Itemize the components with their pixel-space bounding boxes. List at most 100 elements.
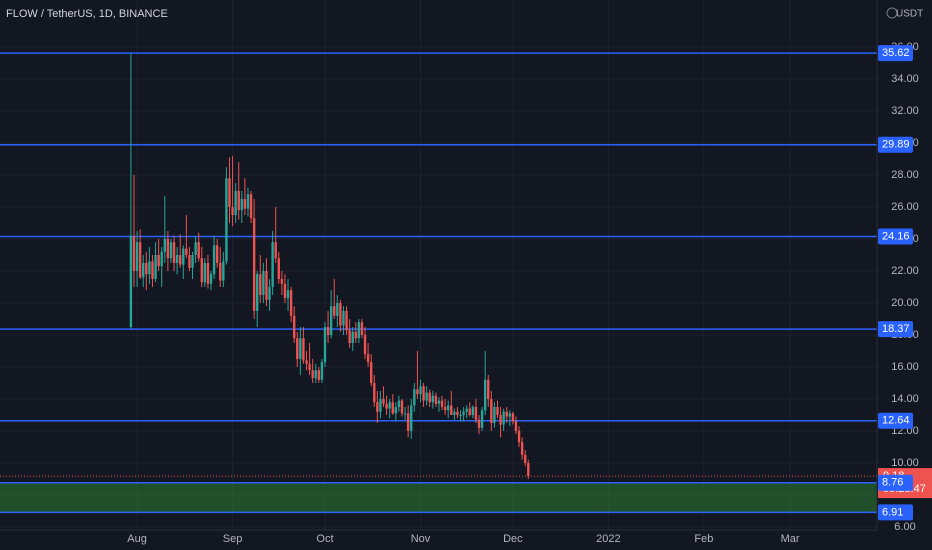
candle-body [477,419,481,428]
candle-body [496,406,499,415]
x-tick-label: Mar [781,533,800,545]
candle-body [397,400,401,407]
candle-body [212,245,216,275]
candle-body [480,410,484,428]
candle-body [305,360,308,364]
y-tick-label: 26.00 [891,201,919,213]
x-tick-label: 2022 [596,533,620,545]
candle-body [376,402,379,412]
candle-body [348,330,351,343]
candle-body [240,199,244,211]
candle-body [169,242,173,259]
level-label-box [878,412,913,429]
candle-body [228,178,231,208]
y-tick-label: 34.00 [891,73,919,85]
candle-body [326,326,330,335]
candle-body [160,251,163,267]
candle-body [385,403,388,409]
candle-body [132,235,136,271]
plot [0,52,877,514]
candle-body [502,411,505,425]
candle-body [379,398,382,412]
candle-body [520,442,524,455]
candle-body [166,239,170,259]
candle-body [219,263,222,281]
y-tick-label: 28.00 [891,169,919,181]
x-tick-label: Sep [223,533,243,545]
candle-body [447,405,450,411]
candle-body [487,379,490,399]
candle-body [145,263,148,275]
candle-body [329,306,333,335]
candle-body [453,411,456,415]
candle-body [286,290,290,299]
level-label-box [878,228,913,245]
candle-body [434,395,438,404]
candle-body [151,261,154,279]
candle-body [471,406,475,415]
level-label: 18.37 [882,323,910,335]
y-tick-label: 16.00 [891,361,919,373]
candle-body [443,406,447,411]
candle-body [302,338,305,361]
candle-body [394,406,398,414]
candle-body [351,331,354,343]
candle-body [465,408,468,412]
candle-body [437,400,441,404]
candle-body [333,306,336,316]
candle-body [391,402,394,414]
candle-body [135,242,139,271]
candle-body [231,207,234,216]
level-label: 24.16 [882,230,910,242]
candle-body [422,386,425,401]
overlay-labels: 9.1809:28:4735.6229.8924.1618.3712.648.7… [878,45,932,521]
candle-body [188,255,191,268]
candle-body [237,191,240,211]
candle-body [406,413,410,431]
candle-body [323,326,327,363]
candle-body [524,454,527,463]
candle-body [274,242,277,259]
x-tick-label: Dec [503,533,523,545]
level-label-box [878,45,913,62]
candle-body [252,218,256,311]
candle-body [271,242,274,287]
candle-body [320,362,324,380]
currency-icon [886,7,898,19]
candle-body [366,354,370,363]
level-label: 6.91 [882,506,903,518]
candle-body [499,414,502,425]
x-tick-label: Feb [694,533,713,545]
candle-body [154,255,157,279]
candle-body [468,408,471,415]
candle-body [413,389,416,406]
candle-body [493,406,496,423]
candle-body [209,274,213,284]
candle-body [234,191,237,216]
candle-body [527,462,530,477]
candle-body [339,302,342,326]
level-label: 29.89 [882,139,910,151]
candle-body [410,405,413,431]
candle-body [299,338,302,359]
candle-body [194,242,197,256]
candle-body [197,242,200,259]
candle-body [200,258,203,283]
candle-body [249,194,253,219]
candle-body [440,400,444,407]
candle-body [345,310,348,331]
y-tick-label: 22.00 [891,265,919,277]
chart-title: FLOW / TetherUS, 1D, BINANCE [6,8,168,20]
candle-body [505,411,508,417]
y-tick-label: 32.00 [891,105,919,117]
level-label: 8.76 [882,477,903,489]
candle-body [428,392,431,403]
candle-body [265,270,268,300]
candle-body [425,392,428,401]
level-label: 35.62 [882,47,910,59]
candle-body [246,194,250,209]
candle-body [490,398,493,423]
candle-body [416,389,419,395]
